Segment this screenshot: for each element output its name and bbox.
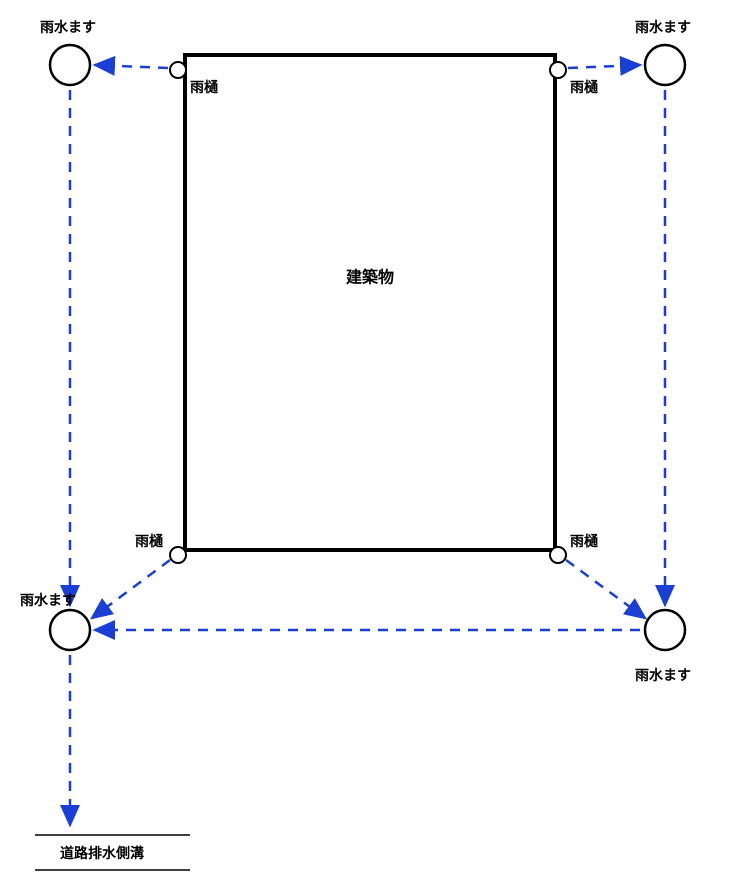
catch-basin-label: 雨水ます xyxy=(635,19,691,35)
flow-line xyxy=(92,560,170,618)
catch-basin-label: 雨水ます xyxy=(635,667,691,683)
drain-label: 道路排水側溝 xyxy=(60,845,144,861)
downspout-label: 雨樋 xyxy=(135,533,163,549)
downspouts-group: 雨樋雨樋雨樋雨樋 xyxy=(135,62,598,563)
downspout-circle xyxy=(550,62,566,78)
flow-line xyxy=(566,560,645,618)
drainage-diagram: 建築物 雨樋雨樋雨樋雨樋 雨水ます雨水ます雨水ます雨水ます 道路排水側溝 xyxy=(0,0,740,894)
catch-basin-circle xyxy=(50,45,90,85)
road-drain-group: 道路排水側溝 xyxy=(35,835,190,870)
catch-basin-label: 雨水ます xyxy=(20,592,76,608)
catch-basin-label: 雨水ます xyxy=(40,19,96,35)
downspout-circle xyxy=(550,547,566,563)
downspout-label: 雨樋 xyxy=(570,79,598,95)
downspout-circle xyxy=(170,547,186,563)
flow-lines-group xyxy=(70,65,665,825)
catch-basin-circle xyxy=(645,610,685,650)
flow-line xyxy=(568,65,640,68)
building-outline xyxy=(185,55,555,550)
catch-basin-circle xyxy=(645,45,685,85)
catch-basins-group: 雨水ます雨水ます雨水ます雨水ます xyxy=(20,19,691,683)
catch-basin-circle xyxy=(50,610,90,650)
downspout-circle xyxy=(170,62,186,78)
downspout-label: 雨樋 xyxy=(570,533,598,549)
building-label: 建築物 xyxy=(346,268,394,287)
flow-line xyxy=(95,65,168,68)
downspout-label: 雨樋 xyxy=(190,79,218,95)
